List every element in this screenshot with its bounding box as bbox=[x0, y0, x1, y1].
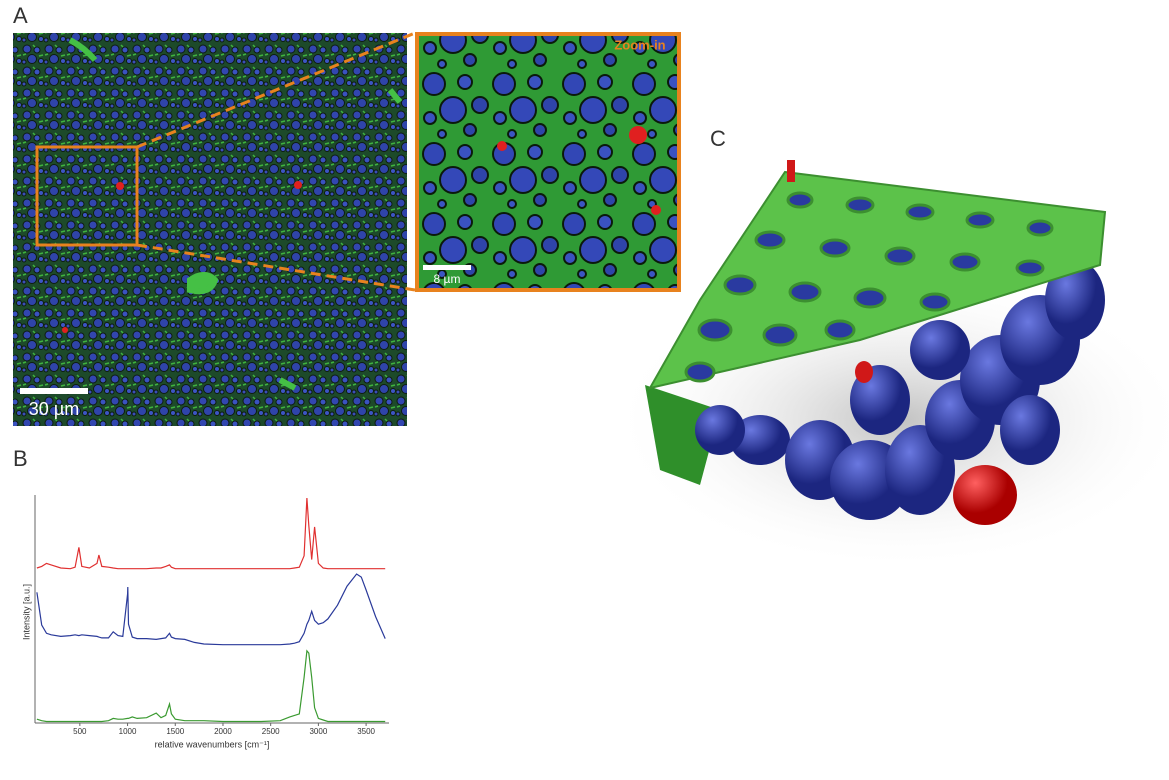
spectrum-line bbox=[36, 573, 386, 646]
scale-bar-label: 8 µm bbox=[434, 272, 461, 286]
panel-label: A bbox=[13, 3, 28, 28]
panel-label: C bbox=[710, 126, 726, 151]
red-spot bbox=[294, 181, 302, 189]
spectrum-line bbox=[36, 497, 386, 570]
scale-bar bbox=[423, 265, 471, 270]
red-spot bbox=[116, 182, 124, 190]
x-tick-label: 3000 bbox=[309, 727, 327, 736]
x-tick-label: 2500 bbox=[262, 727, 280, 736]
x-tick-label: 3500 bbox=[357, 727, 375, 736]
chart: 500 1000 1500 2000 2500 3000 3500 bbox=[34, 495, 389, 736]
x-tick-label: 1500 bbox=[166, 727, 184, 736]
red-spot bbox=[62, 327, 68, 333]
zoom-box bbox=[35, 145, 139, 247]
x-tick-label: 2000 bbox=[214, 727, 232, 736]
render-3d bbox=[645, 160, 1107, 525]
scale-bar bbox=[20, 388, 88, 394]
panel-label: B bbox=[13, 446, 28, 471]
y-axis-label: Intensity [a.u.] bbox=[21, 584, 31, 640]
green-patch bbox=[68, 37, 403, 391]
zoom-image bbox=[415, 32, 681, 292]
x-axis-label: relative wavenumbers [cm⁻¹] bbox=[155, 739, 270, 749]
scale-bar-label: 30 µm bbox=[29, 399, 79, 419]
red-spot bbox=[497, 141, 507, 151]
x-tick-label: 500 bbox=[73, 727, 87, 736]
x-tick-label: 1000 bbox=[119, 727, 137, 736]
micrograph bbox=[13, 33, 407, 426]
spectrum-line bbox=[36, 649, 386, 723]
zoom-line bbox=[136, 31, 416, 149]
red-spot bbox=[651, 205, 661, 215]
zoom-label: Zoom-in bbox=[614, 37, 665, 52]
red-spot bbox=[629, 126, 647, 144]
